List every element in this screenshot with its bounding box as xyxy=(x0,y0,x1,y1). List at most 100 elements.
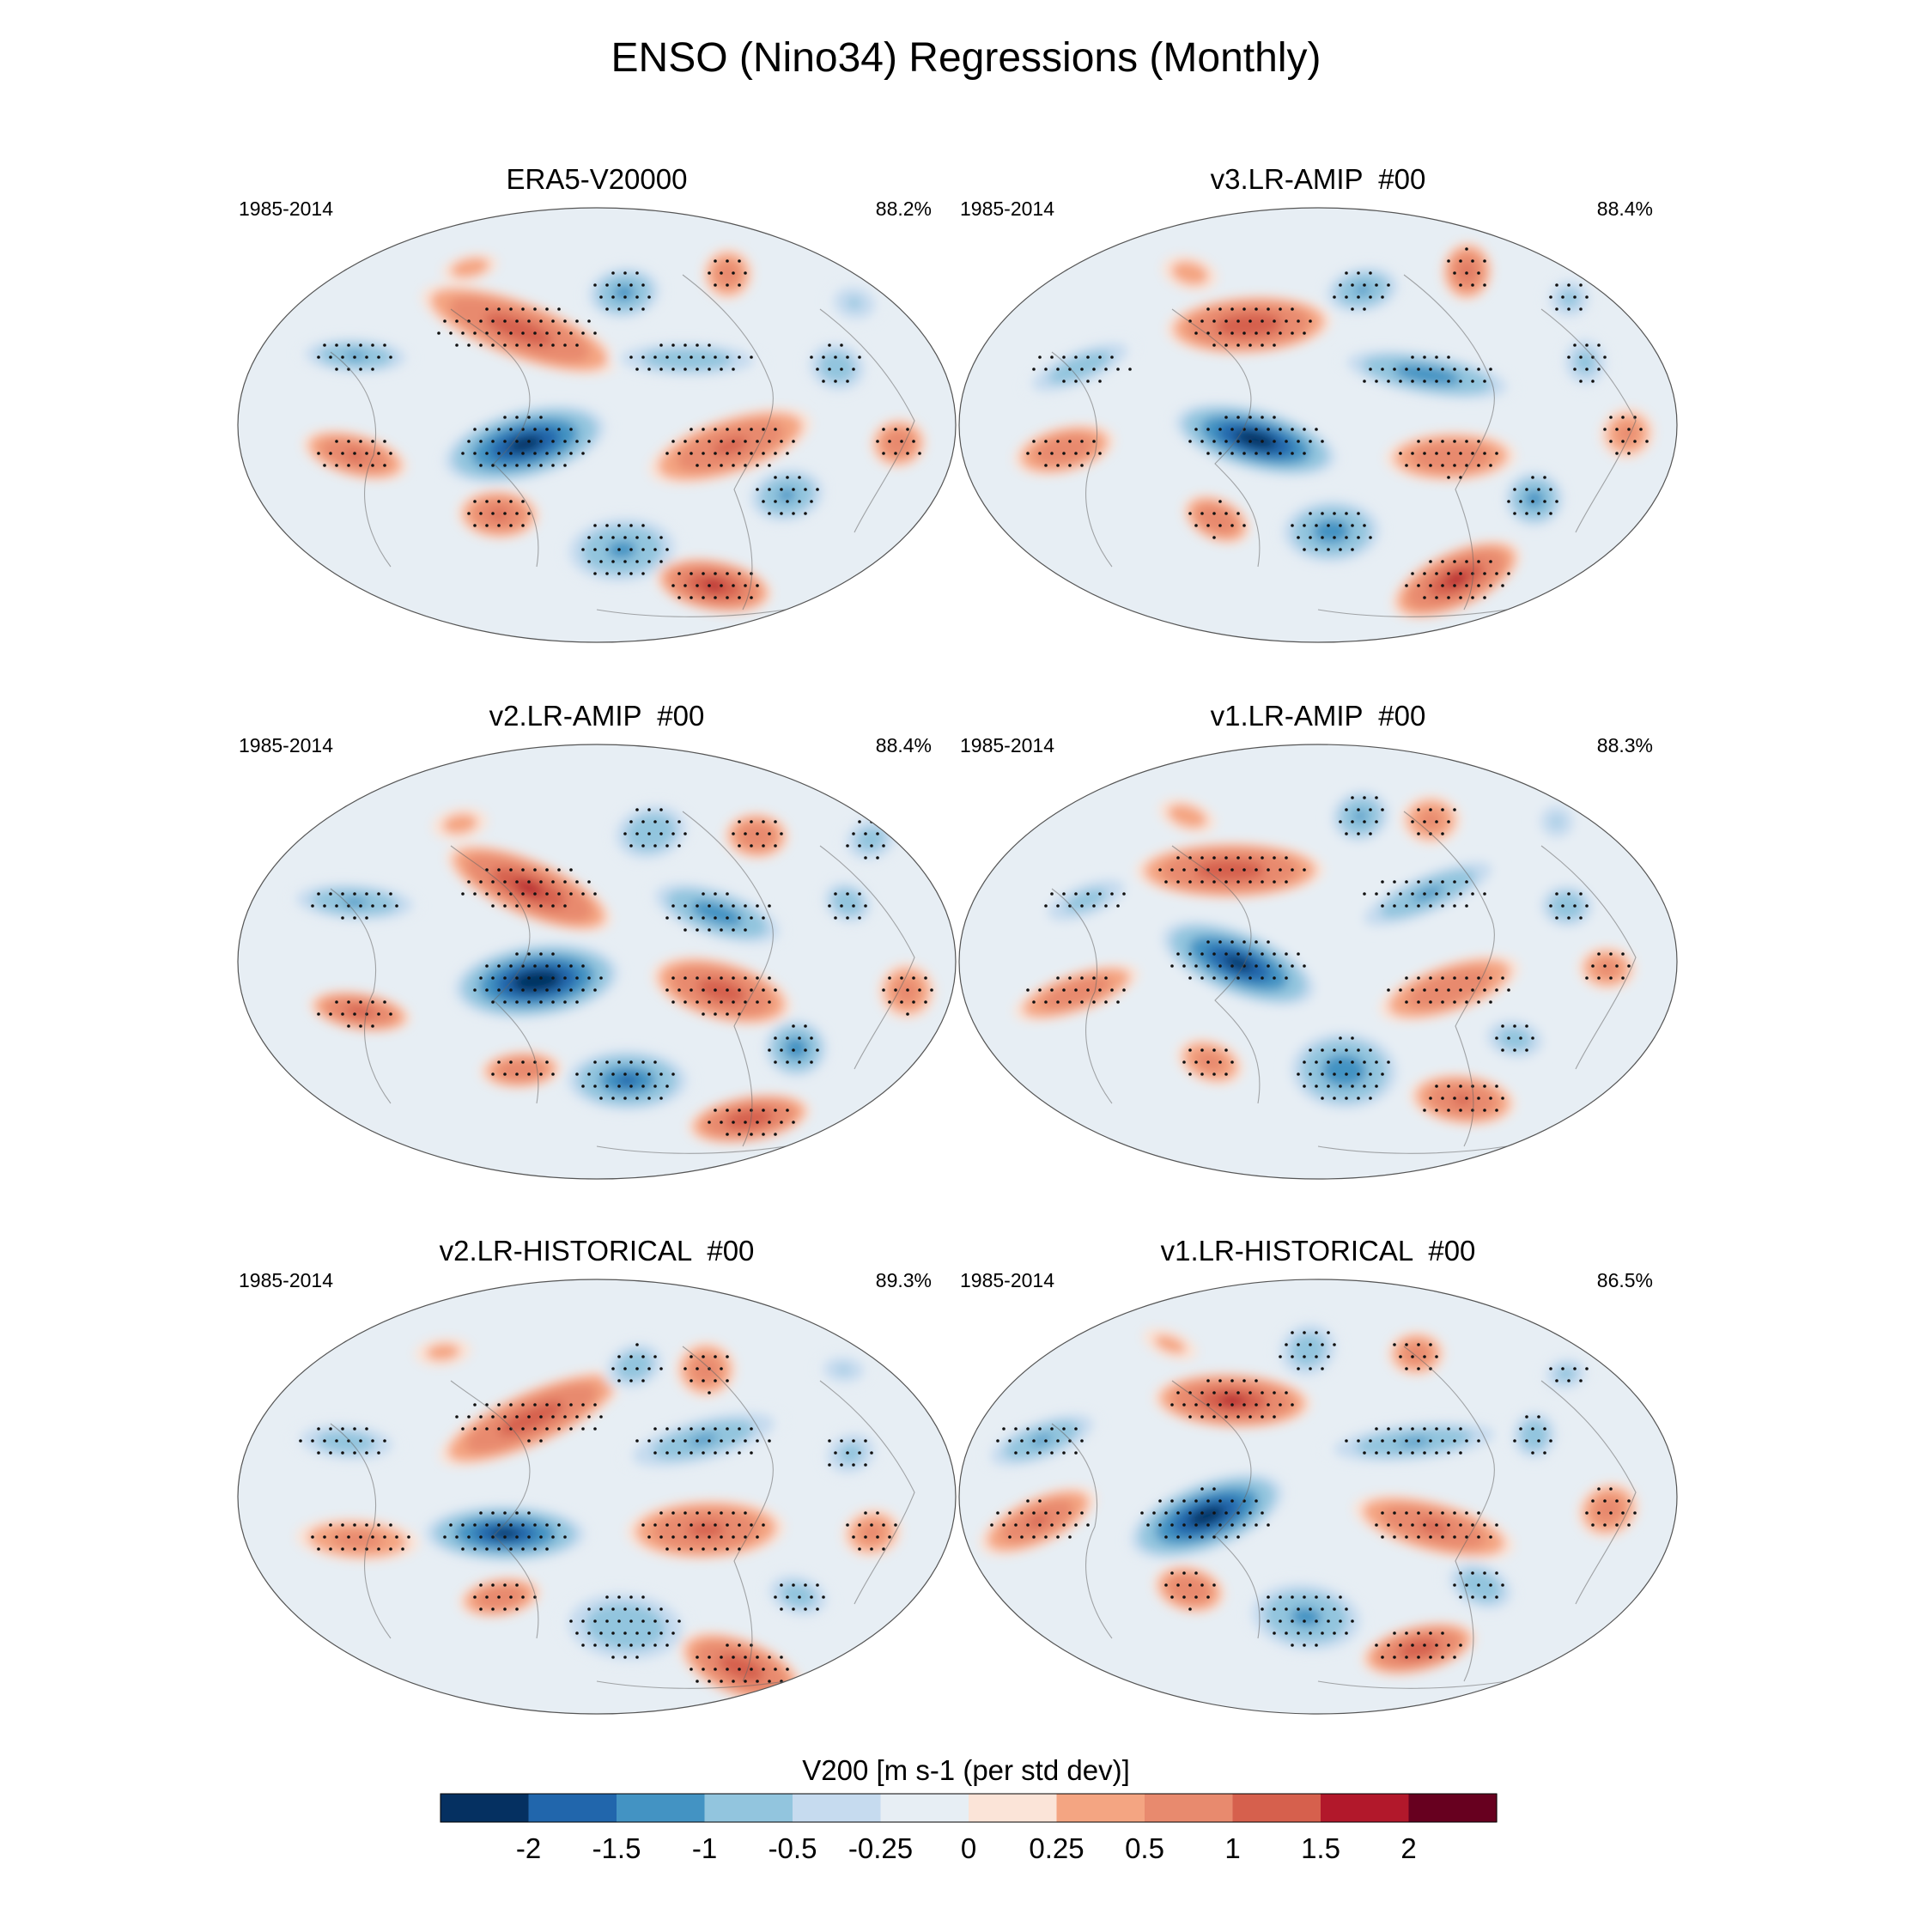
stipple-dot xyxy=(744,832,747,835)
stipple-dot xyxy=(1345,1097,1348,1100)
stipple-dot xyxy=(1206,428,1210,431)
stipple-dot xyxy=(912,440,915,443)
anomaly-contour xyxy=(499,1401,564,1436)
stipple-dot xyxy=(1597,1487,1601,1491)
stipple-dot xyxy=(846,844,849,848)
stipple-dot xyxy=(1038,452,1042,455)
stipple-dot xyxy=(1489,1583,1492,1587)
stipple-dot xyxy=(1255,331,1258,335)
stipple-dot xyxy=(1092,976,1096,980)
stipple-dot xyxy=(1249,880,1252,884)
stipple-dot xyxy=(1381,880,1384,884)
stipple-dot xyxy=(1471,1571,1474,1575)
stipple-dot xyxy=(1555,307,1558,311)
anomaly-contour xyxy=(713,437,748,455)
stipple-dot xyxy=(371,904,374,908)
stipple-dot xyxy=(1351,283,1354,287)
stipple-dot xyxy=(1435,1355,1438,1358)
stipple-dot xyxy=(900,1000,903,1004)
stipple-dot xyxy=(1579,892,1583,896)
stipple-dot xyxy=(756,1439,759,1443)
stipple-dot xyxy=(1249,856,1252,860)
stipple-dot xyxy=(1453,1097,1456,1100)
stipple-dot xyxy=(1291,331,1294,335)
stipple-dot xyxy=(768,1048,771,1052)
stipple-dot xyxy=(599,1072,603,1076)
stipple-dot xyxy=(1285,1607,1288,1611)
anomaly-contour xyxy=(1559,289,1579,308)
stipple-dot xyxy=(774,1668,777,1671)
stipple-dot xyxy=(1519,1427,1522,1431)
stipple-dot xyxy=(491,440,495,443)
stipple-dot xyxy=(1633,1511,1637,1515)
panel-pattern-stat: 89.3% xyxy=(875,1269,932,1291)
stipple-dot xyxy=(629,524,633,527)
stipple-dot xyxy=(768,440,771,443)
stipple-dot xyxy=(1062,1427,1066,1431)
stipple-dot xyxy=(1615,428,1619,431)
stipple-dot xyxy=(1218,940,1222,944)
stipple-dot xyxy=(1303,1331,1306,1334)
stipple-dot xyxy=(1603,1523,1607,1527)
stipple-dot xyxy=(1399,892,1402,896)
stipple-dot xyxy=(690,1355,693,1358)
stipple-dot xyxy=(834,892,837,896)
stipple-dot xyxy=(1627,1523,1631,1527)
stipple-dot xyxy=(1122,988,1126,992)
stipple-dot xyxy=(347,440,350,443)
stipple-dot xyxy=(1146,1523,1150,1527)
stipple-dot xyxy=(1567,892,1571,896)
stipple-dot xyxy=(521,868,525,872)
stipple-dot xyxy=(347,1535,350,1539)
stipple-dot xyxy=(1417,1343,1420,1346)
stipple-dot xyxy=(1465,271,1468,275)
stipple-dot xyxy=(702,1379,705,1382)
stipple-dot xyxy=(389,355,392,359)
anomaly-contour xyxy=(1418,1521,1449,1534)
stipple-dot xyxy=(509,331,513,335)
stipple-dot xyxy=(659,808,663,811)
stipple-dot xyxy=(726,1668,729,1671)
stipple-dot xyxy=(1447,259,1450,263)
stipple-dot xyxy=(551,440,555,443)
stipple-dot xyxy=(1164,880,1168,884)
stipple-dot xyxy=(683,928,687,932)
stipple-dot xyxy=(768,1121,771,1124)
stipple-dot xyxy=(726,428,729,431)
stipple-dot xyxy=(1056,1535,1060,1539)
anomaly-contour xyxy=(1065,888,1108,912)
panel-title: v1.LR-AMIP #00 xyxy=(1210,700,1426,732)
stipple-dot xyxy=(503,512,507,515)
stipple-dot xyxy=(485,988,489,992)
stipple-dot xyxy=(1345,271,1348,275)
stipple-dot xyxy=(792,512,795,515)
stipple-dot xyxy=(708,904,711,908)
stipple-dot xyxy=(611,271,615,275)
stipple-dot xyxy=(1483,892,1486,896)
stipple-dot xyxy=(1086,380,1090,383)
stipple-dot xyxy=(1555,1379,1558,1382)
stipple-dot xyxy=(1555,916,1558,920)
stipple-dot xyxy=(515,440,519,443)
stipple-dot xyxy=(840,343,843,347)
stipple-dot xyxy=(1591,1499,1595,1503)
stipple-dot xyxy=(509,988,513,992)
stipple-dot xyxy=(1273,856,1276,860)
stipple-dot xyxy=(1261,952,1264,956)
stipple-dot xyxy=(1297,536,1300,539)
stipple-dot xyxy=(1212,1511,1216,1515)
stipple-dot xyxy=(1483,380,1486,383)
stipple-dot xyxy=(732,976,735,980)
panel-pattern-stat: 88.4% xyxy=(1596,197,1653,220)
stipple-dot xyxy=(714,1355,717,1358)
stipple-dot xyxy=(1423,1355,1426,1358)
stipple-dot xyxy=(341,916,344,920)
stipple-dot xyxy=(485,1427,489,1431)
stipple-dot xyxy=(870,1547,873,1551)
stipple-dot xyxy=(714,259,717,263)
stipple-dot xyxy=(1062,355,1066,359)
stipple-dot xyxy=(1321,1097,1324,1100)
stipple-dot xyxy=(702,428,705,431)
stipple-dot xyxy=(1158,1499,1162,1503)
stipple-dot xyxy=(1309,1607,1312,1611)
